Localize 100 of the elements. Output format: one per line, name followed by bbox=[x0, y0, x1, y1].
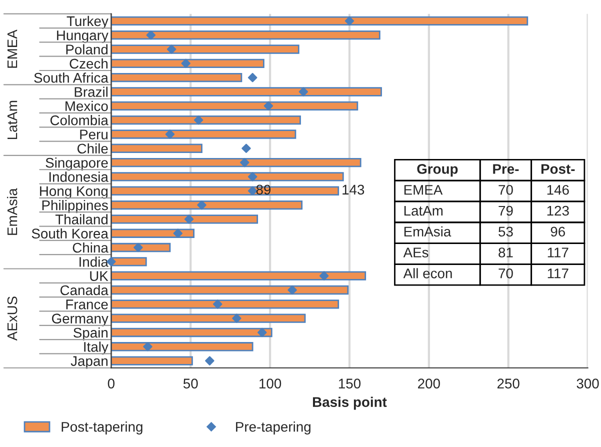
y-tick-label: France bbox=[66, 300, 108, 310]
y-tick-label: Colombia bbox=[50, 115, 108, 126]
y-tick-label: Czech bbox=[70, 58, 108, 69]
legend-label: Pre-tapering bbox=[236, 422, 310, 434]
point bbox=[166, 44, 176, 54]
bar bbox=[111, 30, 380, 40]
x-axis-title: Basis point bbox=[312, 396, 387, 410]
point bbox=[288, 285, 297, 295]
y-tick-label: Mexico bbox=[66, 100, 108, 112]
bar bbox=[111, 44, 300, 54]
annotation: 70 bbox=[498, 268, 513, 278]
y-tick-label: Hungary bbox=[57, 30, 108, 44]
y-tick-label: UK bbox=[90, 271, 108, 282]
text: LatAm bbox=[8, 100, 18, 139]
bar bbox=[111, 58, 264, 68]
bar bbox=[111, 356, 193, 366]
y-tick-label: Thailand bbox=[55, 214, 108, 224]
text: AExUS bbox=[7, 296, 18, 341]
bar bbox=[111, 300, 340, 309]
point bbox=[344, 16, 354, 26]
legend-label: Post-tapering bbox=[62, 422, 142, 434]
y-tick-label: Spain bbox=[74, 327, 108, 340]
y-tick-label: India bbox=[80, 256, 108, 267]
point bbox=[213, 300, 222, 309]
text: EMEA bbox=[8, 30, 18, 68]
point bbox=[232, 314, 242, 323]
y-tick-label: Singapore bbox=[46, 158, 108, 170]
bar bbox=[111, 214, 258, 224]
y-tick-label: South Korea bbox=[32, 228, 108, 239]
y-tick-label: Peru bbox=[80, 130, 108, 140]
bar bbox=[111, 72, 242, 82]
bar bbox=[111, 186, 340, 196]
point bbox=[197, 200, 206, 210]
point bbox=[257, 328, 267, 338]
bar bbox=[111, 16, 528, 26]
annotation: 79 bbox=[498, 206, 513, 216]
x-tick-label: 0 bbox=[108, 378, 115, 388]
bar bbox=[111, 285, 349, 295]
point bbox=[173, 228, 183, 238]
bar bbox=[111, 87, 382, 96]
annotation: 70 bbox=[498, 184, 513, 195]
bar bbox=[111, 115, 301, 125]
x-tick-label: 50 bbox=[183, 378, 198, 388]
point bbox=[248, 72, 258, 82]
bar bbox=[111, 158, 362, 168]
point bbox=[319, 271, 329, 280]
annotation: Pre- bbox=[493, 164, 519, 174]
y-tick-label: Turkey bbox=[66, 16, 108, 29]
bar bbox=[111, 144, 202, 153]
point bbox=[248, 172, 258, 182]
annotation: 89 bbox=[256, 184, 271, 195]
x-tick-label: 250 bbox=[497, 378, 520, 388]
y-tick-label: South Africa bbox=[34, 72, 108, 83]
y-tick-label: Brazil bbox=[74, 86, 108, 97]
point bbox=[184, 214, 194, 224]
annotation: 146 bbox=[547, 184, 569, 195]
bar bbox=[111, 172, 344, 182]
point bbox=[146, 30, 156, 40]
y-tick-label: Canada bbox=[60, 284, 108, 296]
bar bbox=[111, 200, 303, 210]
x-tick-label: 200 bbox=[418, 378, 440, 388]
x-tick-label: 150 bbox=[338, 378, 361, 388]
point bbox=[194, 115, 204, 125]
annotation: 96 bbox=[550, 226, 565, 237]
point bbox=[165, 130, 175, 139]
text: EmAsia bbox=[7, 188, 18, 235]
annotation: LatAm bbox=[404, 206, 443, 216]
annotation: 81 bbox=[498, 248, 513, 258]
point bbox=[134, 242, 143, 252]
annotation: 117 bbox=[548, 268, 568, 278]
annotation: All econ bbox=[403, 268, 452, 278]
annotation: EmAsia bbox=[404, 226, 452, 237]
point bbox=[240, 158, 250, 168]
annotation: AEs bbox=[403, 248, 428, 258]
annotation: Group bbox=[417, 164, 458, 177]
annotation: 143 bbox=[342, 184, 364, 195]
point bbox=[298, 87, 308, 96]
y-tick-label: Indonesia bbox=[49, 172, 108, 182]
bar bbox=[111, 130, 296, 139]
y-tick-label: Poland bbox=[66, 44, 108, 54]
y-tick-label: Philippines bbox=[42, 200, 108, 213]
point bbox=[181, 58, 190, 68]
x-tick-label: 300 bbox=[576, 378, 599, 388]
annotation: 117 bbox=[548, 248, 568, 258]
y-tick-label: Japan bbox=[70, 356, 108, 369]
y-tick-label: Italy bbox=[84, 342, 108, 355]
bar bbox=[111, 101, 358, 110]
y-tick-label: Chile bbox=[77, 143, 108, 154]
y-tick-label: Hong Kong bbox=[40, 186, 108, 199]
x-tick-label: 100 bbox=[260, 378, 282, 388]
y-tick-label: Germany bbox=[52, 314, 108, 326]
annotation: Post- bbox=[541, 164, 575, 174]
point bbox=[205, 356, 214, 366]
bar bbox=[111, 328, 272, 338]
bar bbox=[111, 314, 306, 323]
y-tick-label: China bbox=[72, 242, 108, 253]
point bbox=[242, 144, 251, 154]
bar bbox=[111, 242, 171, 252]
annotation: 123 bbox=[547, 206, 569, 216]
bar bbox=[111, 342, 254, 352]
